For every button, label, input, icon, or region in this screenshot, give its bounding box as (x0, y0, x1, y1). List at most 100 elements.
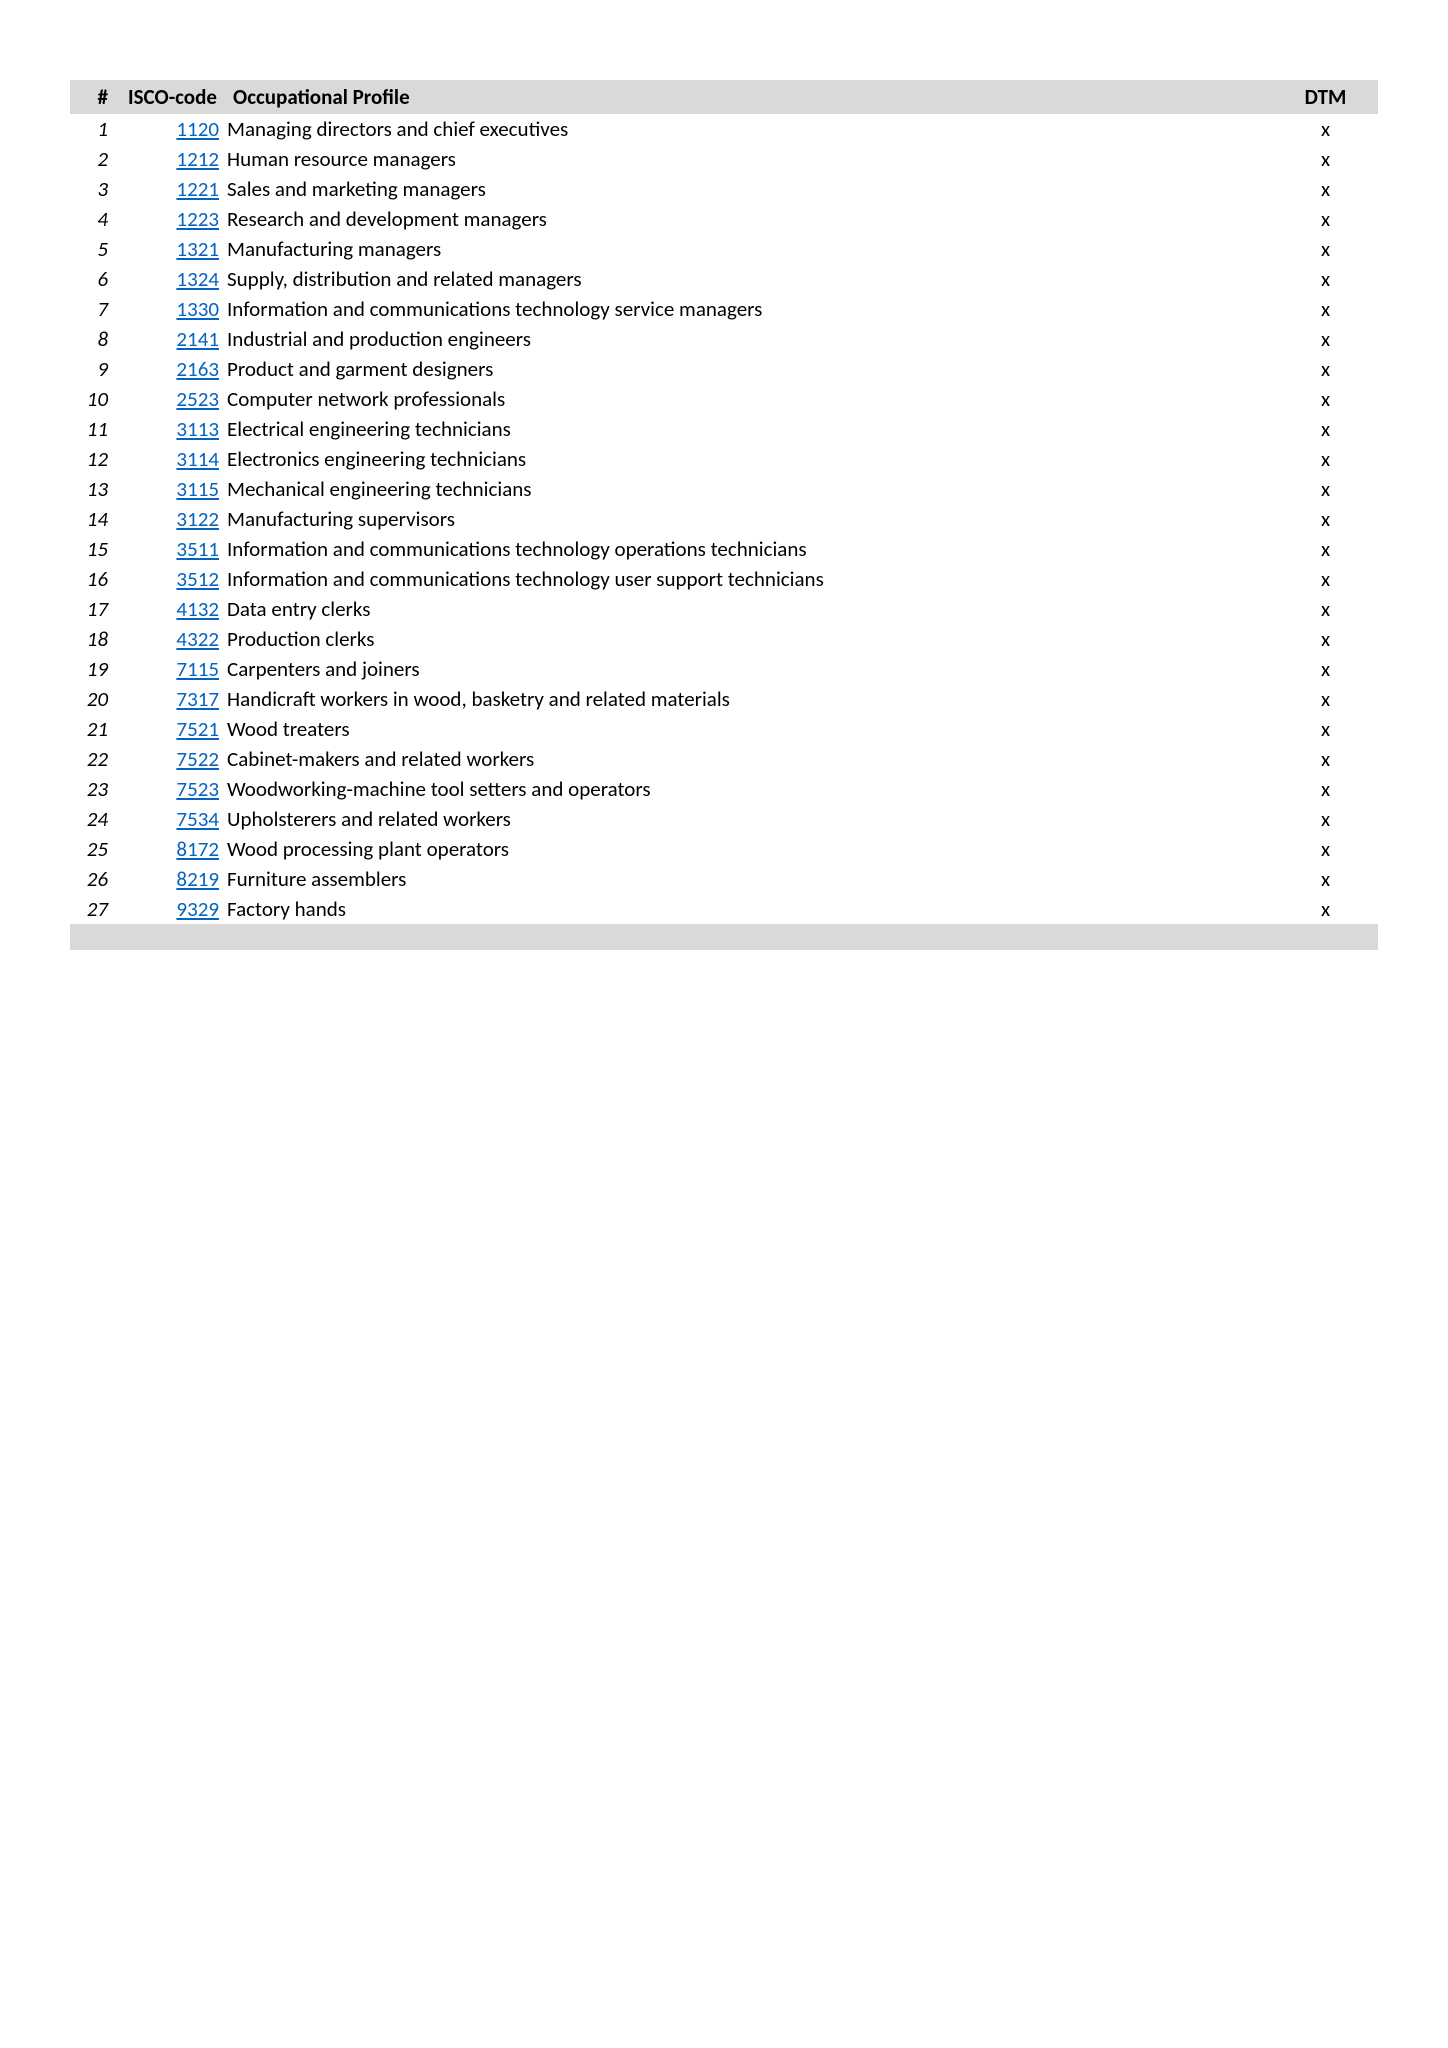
isco-code-link[interactable]: 8172 (176, 836, 219, 862)
isco-code-link[interactable]: 3113 (176, 416, 219, 442)
row-isco: 1324 (120, 264, 225, 294)
isco-code-link[interactable]: 3114 (176, 446, 219, 472)
row-num: 13 (70, 474, 120, 504)
isco-code-link[interactable]: 3122 (176, 506, 219, 532)
row-dtm: x (1273, 354, 1378, 384)
row-num: 6 (70, 264, 120, 294)
row-profile: Production clerks (225, 624, 1273, 654)
row-isco: 3113 (120, 414, 225, 444)
isco-code-link[interactable]: 7534 (176, 806, 219, 832)
row-profile: Product and garment designers (225, 354, 1273, 384)
row-dtm: x (1273, 114, 1378, 144)
table-body: 11120Managing directors and chief execut… (70, 114, 1378, 924)
row-dtm: x (1273, 234, 1378, 264)
row-isco: 1223 (120, 204, 225, 234)
table-row: 227522Cabinet-makers and related workers… (70, 744, 1378, 774)
row-num: 15 (70, 534, 120, 564)
table-row: 51321Manufacturing managersx (70, 234, 1378, 264)
isco-code-link[interactable]: 2523 (176, 386, 219, 412)
table-row: 41223Research and development managersx (70, 204, 1378, 234)
table-row: 6 1324Supply, distribution and related ma… (70, 264, 1378, 294)
isco-code-link[interactable]: 2141 (176, 326, 219, 352)
row-dtm: x (1273, 894, 1378, 924)
header-num: # (70, 80, 120, 114)
table-row: 197115Carpenters and joinersx (70, 654, 1378, 684)
row-isco: 1221 (120, 174, 225, 204)
row-num: 4 (70, 204, 120, 234)
row-isco: 2523 (120, 384, 225, 414)
row-dtm: x (1273, 654, 1378, 684)
row-isco: 1321 (120, 234, 225, 264)
isco-code-link[interactable]: 7523 (176, 776, 219, 802)
table-row: 217521Wood treatersx (70, 714, 1378, 744)
isco-code-link[interactable]: 1221 (176, 176, 219, 202)
row-num: 7 (70, 294, 120, 324)
isco-code-link[interactable]: 4322 (176, 626, 219, 652)
row-isco: 3122 (120, 504, 225, 534)
header-isco: ISCO-code (120, 80, 225, 114)
row-num: 23 (70, 774, 120, 804)
row-isco: 7115 (120, 654, 225, 684)
row-dtm: x (1273, 474, 1378, 504)
table-row: 133115Mechanical engineering technicians… (70, 474, 1378, 504)
row-num: 3 (70, 174, 120, 204)
row-profile: Research and development managers (225, 204, 1273, 234)
isco-table: # ISCO-code Occupational Profile DTM 111… (70, 80, 1378, 950)
row-isco: 8172 (120, 834, 225, 864)
row-num: 10 (70, 384, 120, 414)
row-profile: Manufacturing supervisors (225, 504, 1273, 534)
row-isco: 3512 (120, 564, 225, 594)
row-profile: Electronics engineering technicians (225, 444, 1273, 474)
header-profile: Occupational Profile (225, 80, 1273, 114)
isco-code-link[interactable]: 7317 (176, 686, 219, 712)
row-dtm: x (1273, 444, 1378, 474)
isco-code-link[interactable]: 3115 (176, 476, 219, 502)
isco-code-link[interactable]: 1120 (176, 116, 219, 142)
row-num: 26 (70, 864, 120, 894)
row-dtm: x (1273, 834, 1378, 864)
row-isco: 2141 (120, 324, 225, 354)
table-row: 184322Production clerksx (70, 624, 1378, 654)
isco-code-link[interactable]: 3512 (176, 566, 219, 592)
isco-code-link[interactable]: 7115 (176, 656, 219, 682)
row-num: 12 (70, 444, 120, 474)
row-dtm: x (1273, 714, 1378, 744)
row-profile: Data entry clerks (225, 594, 1273, 624)
table-row: 153511Information and communications tec… (70, 534, 1378, 564)
row-num: 2 (70, 144, 120, 174)
row-isco: 7523 (120, 774, 225, 804)
row-profile: Manufacturing managers (225, 234, 1273, 264)
isco-code-link[interactable]: 7522 (176, 746, 219, 772)
row-num: 21 (70, 714, 120, 744)
row-profile: Carpenters and joiners (225, 654, 1273, 684)
row-dtm: x (1273, 504, 1378, 534)
row-isco: 3511 (120, 534, 225, 564)
table-row: 27 9329Factory handsx (70, 894, 1378, 924)
isco-code-link[interactable]: 3511 (176, 536, 219, 562)
row-num: 16 (70, 564, 120, 594)
row-num: 27 (70, 894, 120, 924)
row-profile: Supply, distribution and related manager… (225, 264, 1273, 294)
row-dtm: x (1273, 174, 1378, 204)
isco-code-link[interactable]: 9329 (176, 896, 219, 922)
row-profile: Upholsterers and related workers (225, 804, 1273, 834)
row-profile: Computer network professionals (225, 384, 1273, 414)
row-profile: Woodworking-machine tool setters and ope… (225, 774, 1273, 804)
isco-code-link[interactable]: 7521 (176, 716, 219, 742)
isco-code-link[interactable]: 1223 (176, 206, 219, 232)
table-footer-row (70, 924, 1378, 950)
row-dtm: x (1273, 324, 1378, 354)
isco-code-link[interactable]: 1330 (176, 296, 219, 322)
table-row: 268219Furniture assemblersx (70, 864, 1378, 894)
row-profile: Factory hands (225, 894, 1273, 924)
row-num: 1 (70, 114, 120, 144)
isco-code-link[interactable]: 1321 (176, 236, 219, 262)
isco-code-link[interactable]: 4132 (176, 596, 219, 622)
isco-code-link[interactable]: 1212 (176, 146, 219, 172)
table-row: 143122Manufacturing supervisorsx (70, 504, 1378, 534)
isco-code-link[interactable]: 1324 (176, 266, 219, 292)
isco-code-link[interactable]: 8219 (176, 866, 219, 892)
row-num: 9 (70, 354, 120, 384)
isco-code-link[interactable]: 2163 (176, 356, 219, 382)
table-row: 207317Handicraft workers in wood, basket… (70, 684, 1378, 714)
